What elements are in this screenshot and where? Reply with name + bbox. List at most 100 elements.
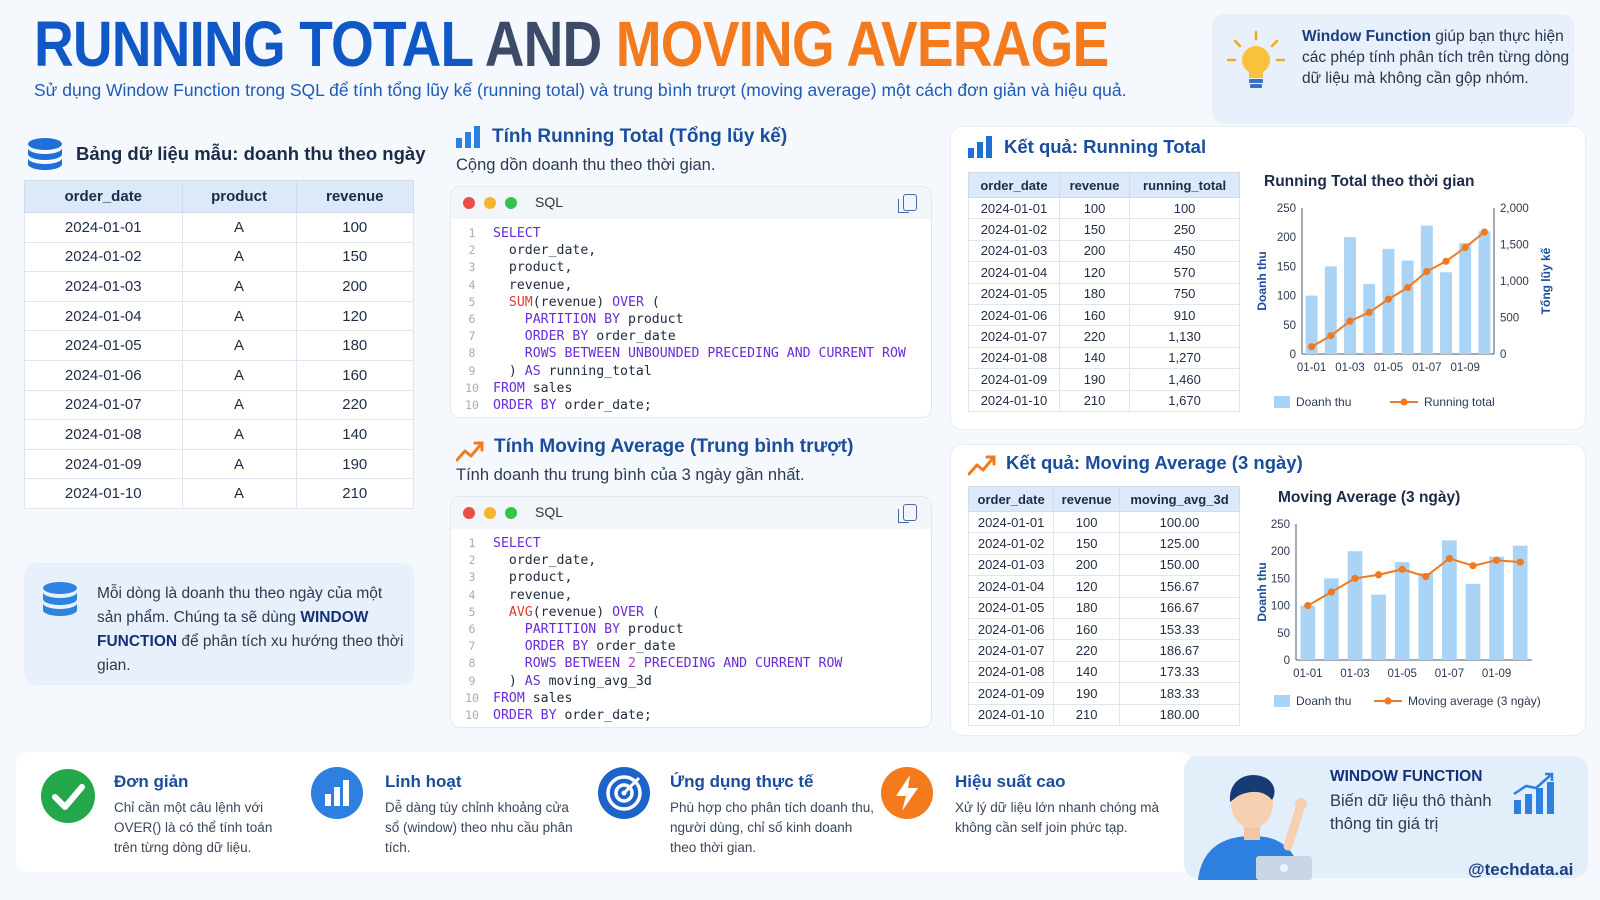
feature-title-simple: Đơn giản xyxy=(114,772,189,791)
running-chart-title: Running Total theo thời gian xyxy=(1264,173,1475,190)
running-code-body: 1 SELECT 2 order_date, 3 product, 4 revenue,… xyxy=(451,219,931,414)
table-cell: 2024-01-01 xyxy=(24,212,183,243)
line-number: 7 xyxy=(468,329,476,344)
table-cell: 180 xyxy=(1053,596,1121,619)
series-line xyxy=(1307,557,1521,607)
code-token: revenue, xyxy=(493,587,573,603)
copy-icon[interactable] xyxy=(898,194,917,213)
series-point xyxy=(1327,332,1335,340)
bar xyxy=(1344,237,1356,354)
moving-result-table: order_date revenue moving_avg_3d 2024-01-0… xyxy=(967,486,1240,726)
code-line: 1 SELECT xyxy=(451,225,931,242)
table-row: 2024-01-04 A 120 xyxy=(24,300,415,332)
table-cell: A xyxy=(181,300,297,332)
line-number: 5 xyxy=(468,604,476,619)
legend-label: Moving average (3 ngày) xyxy=(1408,694,1541,708)
code-line: 6 PARTITION BY product xyxy=(451,621,931,638)
series-point xyxy=(1480,228,1488,236)
code-token: OVER xyxy=(612,294,644,310)
code-token xyxy=(493,294,509,311)
table-cell: 2024-01-03 xyxy=(967,553,1055,577)
bar xyxy=(1363,283,1376,354)
table-cell: 2024-01-09 xyxy=(967,682,1055,705)
feature-title-practical: Ứng dụng thực tế xyxy=(670,772,814,791)
moving-average-chart: 0 50 100 150 200 250 01-01 01-03 01-05 01-07 01-09… xyxy=(1255,519,1541,708)
code-token: order_date xyxy=(588,639,676,655)
table-cell: 160 xyxy=(1053,617,1121,641)
y-tick-label: 50 xyxy=(1283,320,1296,332)
code-line: 2 order_date, xyxy=(451,552,931,569)
y-tick-label: 150 xyxy=(1277,261,1296,273)
code-header: SQL xyxy=(451,497,931,529)
column-header: moving_avg_3d xyxy=(1119,486,1240,512)
y-axis-label: Doanh thu xyxy=(1255,251,1269,310)
bar-chart-icon xyxy=(456,126,480,148)
line-number: 10 xyxy=(465,380,479,395)
series-point xyxy=(1423,267,1431,276)
running-result-title: Kết quả: Running Total xyxy=(1004,136,1207,157)
series-line xyxy=(1311,231,1486,348)
code-token: FROM xyxy=(493,690,525,706)
series-point xyxy=(1461,243,1469,252)
table-cell: 2024-01-08 xyxy=(24,419,183,450)
code-token: SELECT xyxy=(493,536,541,551)
code-token: PRECEDING AND CURRENT ROW xyxy=(635,656,843,672)
bar xyxy=(1324,266,1337,354)
code-line: 9 ) AS moving_avg_3d xyxy=(451,673,931,690)
line-number: 3 xyxy=(468,260,476,275)
running-sql-subtitle: Cộng dồn doanh thu theo thời gian. xyxy=(456,156,716,174)
table-cell: A xyxy=(181,478,297,509)
line-number: 10 xyxy=(465,398,479,413)
note-bold: WINDOW FUNCTION xyxy=(97,609,369,650)
sample-title: Bảng dữ liệu mẫu: doanh thu theo ngày xyxy=(76,143,426,164)
y2-tick-label: 500 xyxy=(1500,313,1519,325)
table-cell: 220 xyxy=(1053,639,1121,662)
table-cell: 2024-01-03 xyxy=(24,271,183,302)
table-cell: 200 xyxy=(1053,553,1121,577)
line-number: 4 xyxy=(468,277,476,292)
table-cell: 100 xyxy=(1053,510,1121,534)
code-line: 4 revenue, xyxy=(451,587,931,604)
table-cell: 190 xyxy=(1053,682,1121,705)
copy-icon[interactable] xyxy=(898,504,917,523)
y2-axis-label: Tổng lũy kế xyxy=(1539,247,1553,314)
table-row: 2024-01-06 A 160 xyxy=(24,359,415,391)
x-tick-label: 01-03 xyxy=(1335,362,1364,374)
table-cell: A xyxy=(181,419,297,450)
table-cell: 183.33 xyxy=(1119,682,1240,705)
running-sql-title: Tính Running Total (Tổng lũy kế) xyxy=(492,126,788,147)
tip-bold: Window Function xyxy=(1302,28,1431,45)
minimize-dot xyxy=(484,507,496,519)
table-cell: 2024-01-04 xyxy=(968,261,1060,284)
title-and: AND xyxy=(484,8,603,80)
note-card xyxy=(24,563,414,685)
table-cell: 2024-01-10 xyxy=(24,478,183,509)
bar xyxy=(1442,540,1457,660)
bar xyxy=(1300,605,1316,660)
code-line: 5 SUM (revenue) OVER ( xyxy=(451,294,931,311)
y-tick-label: 200 xyxy=(1271,546,1290,558)
table-cell: 2024-01-08 xyxy=(967,660,1055,684)
table-cell: 2024-01-02 xyxy=(967,532,1055,555)
table-cell: 100.00 xyxy=(1119,510,1240,534)
table-row: 2024-01-01 100 100.00 xyxy=(967,510,1240,534)
line-number: 5 xyxy=(468,294,476,309)
table-cell: 2024-01-06 xyxy=(967,617,1055,641)
code-line: 10 FROM sales xyxy=(451,690,931,707)
code-token: ( xyxy=(643,604,660,620)
table-cell: 153.33 xyxy=(1119,617,1240,641)
table-cell: 120 xyxy=(1053,575,1121,598)
x-tick-label: 01-09 xyxy=(1450,362,1479,374)
code-token: sales xyxy=(524,380,573,396)
code-line: 4 revenue, xyxy=(451,277,931,294)
code-line: 10 ORDER BY order_date; xyxy=(451,397,931,414)
title-moving-average: MOVING AVERAGE xyxy=(615,8,1109,80)
feature-desc-simple: Chỉ cần một câu lệnh với OVER() là có th… xyxy=(114,800,273,855)
x-tick-label: 01-01 xyxy=(1293,668,1322,680)
code-token: revenue, xyxy=(493,277,573,293)
code-token: ( xyxy=(643,294,660,310)
table-row: 2024-01-03 200 150.00 xyxy=(967,553,1240,577)
table-cell: 150.00 xyxy=(1119,553,1240,577)
bar xyxy=(1324,578,1339,660)
table-cell: 200 xyxy=(295,271,415,302)
